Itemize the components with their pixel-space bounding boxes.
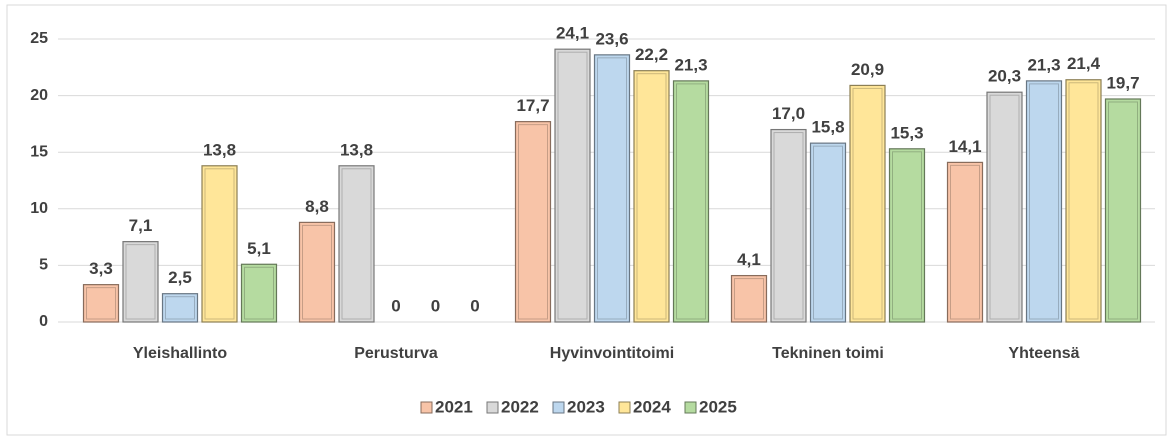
value-label: 15,3 bbox=[890, 123, 923, 142]
bar-bevel bbox=[302, 224, 332, 320]
bar-bevel bbox=[813, 145, 843, 320]
bar bbox=[986, 91, 1023, 323]
bar-bevel bbox=[165, 296, 195, 320]
legend-swatch bbox=[420, 401, 433, 414]
legend-label: 2023 bbox=[567, 397, 605, 416]
legend-label: 2025 bbox=[699, 397, 737, 416]
bar-bevel bbox=[636, 73, 667, 320]
bar bbox=[298, 221, 336, 323]
bar bbox=[946, 161, 984, 323]
bar bbox=[1025, 80, 1063, 323]
value-label: 21,3 bbox=[1027, 55, 1060, 74]
bar-bevel bbox=[892, 151, 922, 320]
bar bbox=[849, 84, 886, 323]
bar-bevel bbox=[1029, 83, 1059, 320]
bar-bevel bbox=[1068, 82, 1099, 320]
bar bbox=[201, 165, 238, 323]
bar-bevel bbox=[204, 168, 235, 320]
value-label: 5,1 bbox=[247, 239, 271, 258]
bar bbox=[122, 241, 159, 323]
legend-swatch bbox=[618, 401, 631, 414]
legend-label: 2021 bbox=[435, 397, 473, 416]
value-label: 13,8 bbox=[340, 140, 373, 159]
y-tick-label: 15 bbox=[30, 143, 48, 160]
value-label: 4,1 bbox=[737, 250, 761, 269]
bar bbox=[161, 293, 199, 323]
bar bbox=[809, 142, 847, 323]
legend-swatch bbox=[684, 401, 697, 414]
value-label: 14,1 bbox=[948, 137, 981, 156]
y-tick-label: 10 bbox=[30, 200, 48, 217]
bar bbox=[240, 263, 278, 323]
bar-bevel bbox=[86, 287, 116, 320]
bar bbox=[1104, 98, 1142, 323]
value-label: 24,1 bbox=[556, 24, 589, 43]
bar bbox=[888, 148, 926, 323]
bar bbox=[554, 48, 591, 323]
bar bbox=[633, 70, 670, 323]
legend-swatch bbox=[486, 401, 499, 414]
value-label: 23,6 bbox=[595, 29, 628, 48]
bar-bevel bbox=[518, 124, 548, 320]
x-tick-label: Yleishallinto bbox=[133, 345, 227, 362]
bar bbox=[82, 284, 120, 323]
value-label: 15,8 bbox=[811, 118, 844, 137]
bar-bevel bbox=[125, 244, 156, 320]
bar-bevel bbox=[341, 168, 372, 320]
value-label: 20,9 bbox=[851, 60, 884, 79]
bar-bevel bbox=[989, 94, 1020, 320]
bar-bevel bbox=[852, 87, 883, 320]
legend-label: 2022 bbox=[501, 397, 539, 416]
value-label: 8,8 bbox=[305, 197, 329, 216]
legend-label: 2024 bbox=[633, 397, 671, 416]
x-tick-label: Perusturva bbox=[354, 345, 438, 362]
x-tick-label: Tekninen toimi bbox=[772, 345, 884, 362]
y-tick-label: 20 bbox=[30, 87, 48, 104]
bar-bevel bbox=[773, 132, 804, 320]
value-label: 13,8 bbox=[203, 140, 236, 159]
bar bbox=[338, 165, 375, 323]
value-label: 3,3 bbox=[89, 259, 113, 278]
value-label: 17,0 bbox=[772, 104, 805, 123]
value-label: 2,5 bbox=[168, 268, 192, 287]
bar bbox=[730, 274, 768, 323]
value-label: 20,3 bbox=[988, 67, 1021, 86]
bar-bevel bbox=[597, 57, 627, 320]
value-label: 17,7 bbox=[516, 96, 549, 115]
y-tick-label: 0 bbox=[39, 313, 48, 330]
x-tick-label: Yhteensä bbox=[1008, 345, 1079, 362]
y-tick-label: 5 bbox=[39, 257, 48, 274]
bar bbox=[514, 121, 552, 323]
value-label: 22,2 bbox=[635, 45, 668, 64]
bar bbox=[593, 54, 631, 323]
value-label: 0 bbox=[470, 296, 479, 315]
value-label: 0 bbox=[391, 296, 400, 315]
bar-bevel bbox=[557, 51, 588, 320]
bar bbox=[770, 128, 807, 323]
x-tick-label: Hyvinvointitoimi bbox=[550, 345, 674, 362]
bar bbox=[1065, 79, 1102, 323]
value-label: 0 bbox=[431, 296, 440, 315]
value-label: 7,1 bbox=[129, 216, 153, 235]
legend-swatch bbox=[552, 401, 565, 414]
bar-bevel bbox=[244, 266, 274, 320]
bar-bevel bbox=[734, 278, 764, 320]
y-tick-label: 25 bbox=[30, 30, 48, 47]
value-label: 19,7 bbox=[1106, 73, 1139, 92]
bar-bevel bbox=[1108, 101, 1138, 320]
bar-bevel bbox=[676, 83, 706, 320]
bar-bevel bbox=[950, 164, 980, 320]
bar bbox=[672, 80, 710, 323]
value-label: 21,3 bbox=[674, 55, 707, 74]
value-label: 21,4 bbox=[1067, 54, 1101, 73]
